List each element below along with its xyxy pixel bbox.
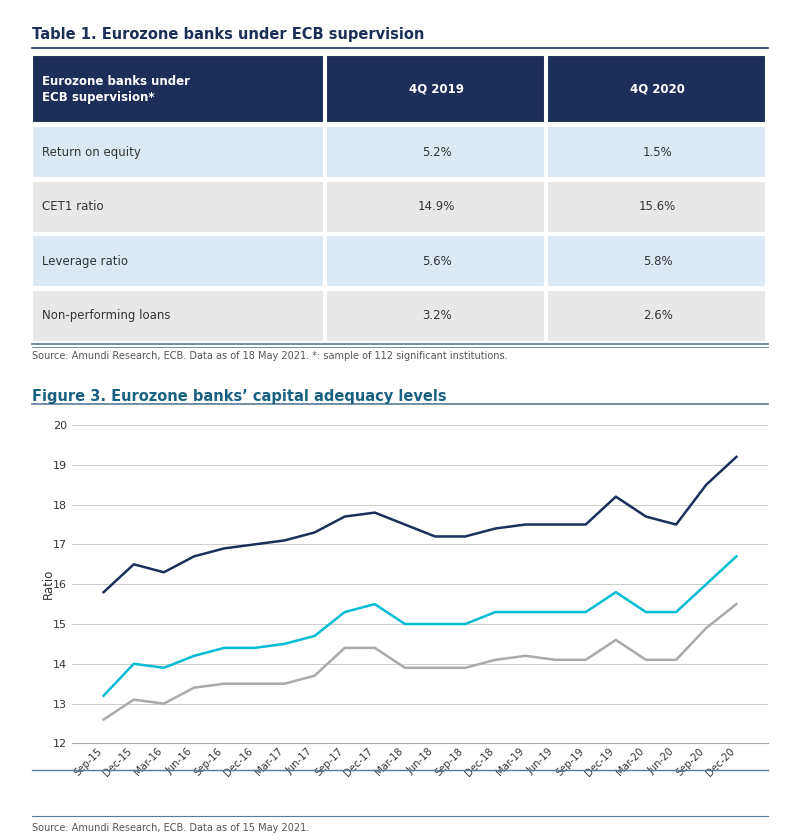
Text: 4Q 2020: 4Q 2020: [630, 82, 685, 96]
Text: Eurozone banks under
ECB supervision*: Eurozone banks under ECB supervision*: [42, 75, 190, 103]
Text: Return on equity: Return on equity: [42, 145, 141, 159]
Y-axis label: Ratio: Ratio: [42, 569, 55, 600]
Text: 2.6%: 2.6%: [642, 309, 673, 323]
Text: 4Q 2019: 4Q 2019: [410, 82, 464, 96]
Text: 1.5%: 1.5%: [642, 145, 673, 159]
Text: 5.2%: 5.2%: [422, 145, 452, 159]
Text: 14.9%: 14.9%: [418, 200, 455, 213]
Text: 5.6%: 5.6%: [422, 255, 452, 268]
Text: 3.2%: 3.2%: [422, 309, 452, 323]
Text: Leverage ratio: Leverage ratio: [42, 255, 128, 268]
Text: Source: Amundi Research, ECB. Data as of 15 May 2021.: Source: Amundi Research, ECB. Data as of…: [32, 823, 310, 833]
Text: 15.6%: 15.6%: [639, 200, 676, 213]
Text: CET1 ratio: CET1 ratio: [42, 200, 103, 213]
Text: Source: Amundi Research, ECB. Data as of 18 May 2021. *: sample of 112 significa: Source: Amundi Research, ECB. Data as of…: [32, 351, 508, 361]
Text: Table 1. Eurozone banks under ECB supervision: Table 1. Eurozone banks under ECB superv…: [32, 27, 424, 42]
Text: Figure 3. Eurozone banks’ capital adequacy levels: Figure 3. Eurozone banks’ capital adequa…: [32, 389, 446, 404]
Text: Non-performing loans: Non-performing loans: [42, 309, 170, 323]
Text: 5.8%: 5.8%: [642, 255, 673, 268]
